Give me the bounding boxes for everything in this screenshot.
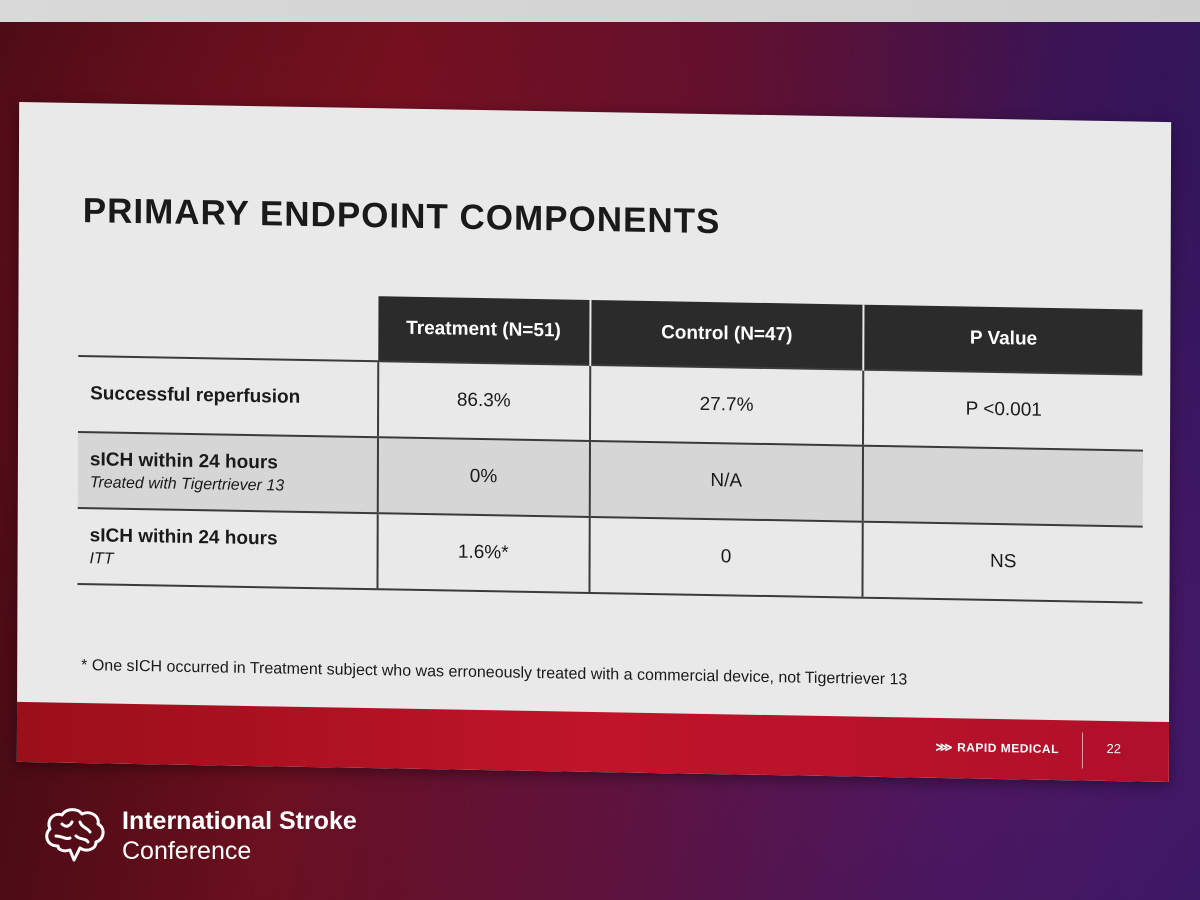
row-subtitle: ITT <box>89 549 114 568</box>
conference-line-1: International Stroke <box>122 807 357 835</box>
footer-divider <box>1081 732 1084 769</box>
conference-logo: International Stroke Conference <box>40 806 357 866</box>
header-p-value: P Value <box>863 304 1144 375</box>
p-value: NS <box>862 521 1143 603</box>
header-empty-cell <box>78 291 378 361</box>
conference-line-2: Conference <box>122 837 252 865</box>
conference-name: International Stroke Conference <box>122 806 357 866</box>
header-control: Control (N=47) <box>589 299 864 370</box>
row-subtitle: Treated with Tigertriever 13 <box>89 473 285 495</box>
control-value: 0 <box>589 516 864 598</box>
p-value: P <0.001 <box>863 369 1144 451</box>
header-treatment: Treatment (N=51) <box>378 296 591 365</box>
brand-name: RAPID MEDICAL <box>957 740 1059 757</box>
top-strip <box>0 0 1200 22</box>
row-label: sICH within 24 hours ITT <box>77 507 378 590</box>
row-name: sICH within 24 hours <box>89 524 278 549</box>
treatment-value: 1.6%* <box>377 513 590 593</box>
row-name: sICH within 24 hours <box>89 448 278 473</box>
row-label: Successful reperfusion <box>78 355 379 438</box>
rapid-medical-logo-icon: ⋙ <box>935 739 954 755</box>
control-value: 27.7% <box>589 364 864 446</box>
p-value <box>863 445 1144 527</box>
row-label: sICH within 24 hours Treated with Tigert… <box>77 431 378 514</box>
treatment-value: 0% <box>377 437 590 517</box>
slide-title: PRIMARY ENDPOINT COMPONENTS <box>82 191 721 242</box>
treatment-value: 86.3% <box>377 361 590 441</box>
page-number: 22 <box>1106 740 1121 757</box>
brain-outline-icon <box>45 808 105 862</box>
row-name: Successful reperfusion <box>90 383 301 408</box>
control-value: N/A <box>589 440 864 522</box>
footnote: * One sICH occurred in Treatment subject… <box>81 657 908 689</box>
endpoint-table: Treatment (N=51) Control (N=47) P Value … <box>77 291 1144 604</box>
brand-logo: ⋙ RAPID MEDICAL <box>936 740 1059 756</box>
presentation-slide: PRIMARY ENDPOINT COMPONENTS Treatment (N… <box>16 101 1172 783</box>
